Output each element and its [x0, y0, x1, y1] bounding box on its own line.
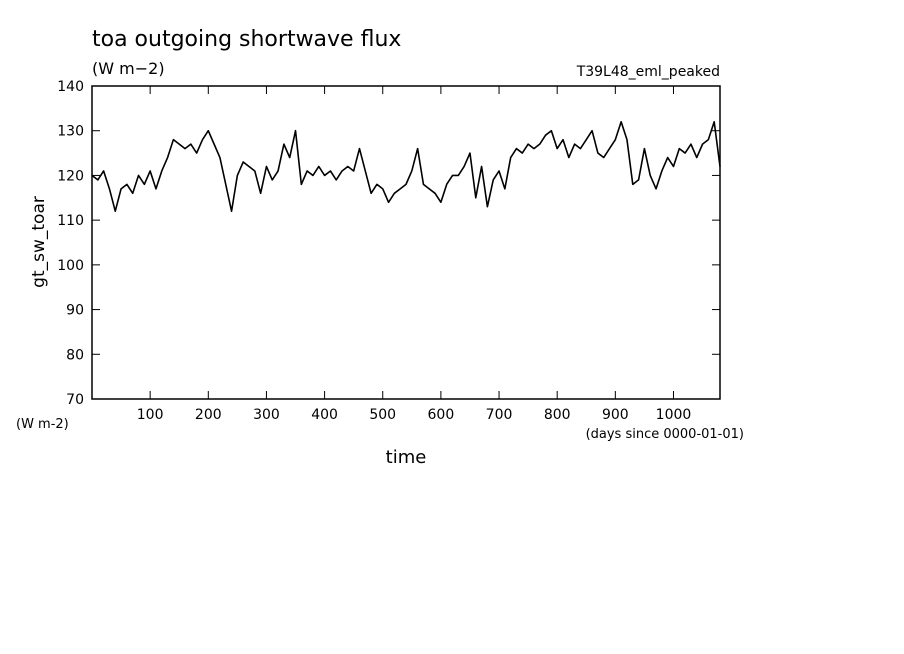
y-tick-label: 100	[57, 258, 84, 274]
x-units: (days since 0000-01-01)	[586, 427, 744, 442]
y-units: (W m-2)	[16, 417, 69, 432]
x-tick-label: 1000	[656, 407, 692, 423]
x-tick-label: 300	[253, 407, 280, 423]
x-tick-label: 400	[311, 407, 338, 423]
y-tick-label: 120	[57, 168, 84, 184]
data-line	[91, 120, 721, 212]
x-tick-label: 200	[195, 407, 222, 423]
y-tick-label: 110	[57, 213, 84, 229]
chart-title: toa outgoing shortwave flux	[92, 27, 401, 52]
y-tick-label: 90	[66, 303, 84, 319]
y-axis-label: gt_sw_toar	[29, 196, 49, 288]
x-tick-label: 500	[369, 407, 396, 423]
x-axis-label: time	[386, 447, 427, 468]
y-tick-label: 70	[66, 392, 84, 408]
x-tick-label: 700	[486, 407, 513, 423]
y-tick-label: 140	[57, 79, 84, 95]
plot-frame	[91, 85, 721, 400]
x-tick-label: 100	[137, 407, 164, 423]
x-tick-label: 800	[544, 407, 571, 423]
x-tick-label: 900	[602, 407, 629, 423]
subtitle: (W m−2)	[92, 59, 165, 78]
annotation: T39L48_eml_peaked	[576, 64, 720, 80]
y-tick-label: 130	[57, 124, 84, 140]
y-tick-label: 80	[66, 347, 84, 363]
x-tick-label: 600	[428, 407, 455, 423]
